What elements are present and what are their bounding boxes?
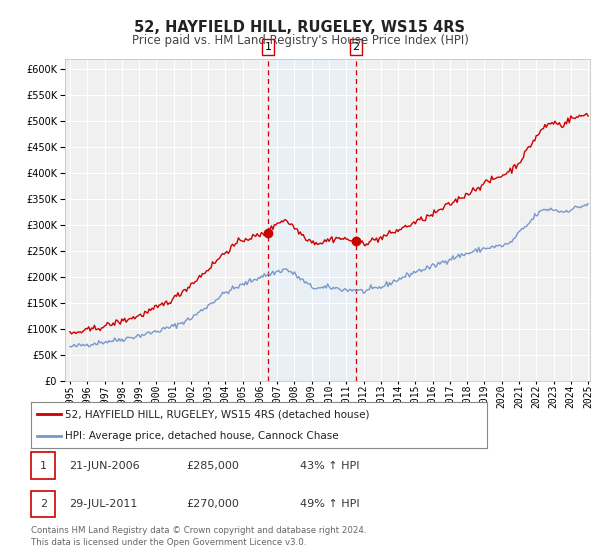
Text: 43% ↑ HPI: 43% ↑ HPI <box>300 461 359 471</box>
Text: Price paid vs. HM Land Registry's House Price Index (HPI): Price paid vs. HM Land Registry's House … <box>131 34 469 46</box>
Text: 49% ↑ HPI: 49% ↑ HPI <box>300 499 359 509</box>
Bar <box>268 59 356 381</box>
Text: £270,000: £270,000 <box>186 499 239 509</box>
Text: 2: 2 <box>40 499 47 509</box>
Text: 2: 2 <box>353 42 360 52</box>
Text: 1: 1 <box>265 42 272 52</box>
Text: 52, HAYFIELD HILL, RUGELEY, WS15 4RS: 52, HAYFIELD HILL, RUGELEY, WS15 4RS <box>134 20 466 35</box>
Text: 29-JUL-2011: 29-JUL-2011 <box>69 499 137 509</box>
Text: Contains HM Land Registry data © Crown copyright and database right 2024.
This d: Contains HM Land Registry data © Crown c… <box>31 526 367 547</box>
Text: HPI: Average price, detached house, Cannock Chase: HPI: Average price, detached house, Cann… <box>65 431 339 441</box>
Text: 1: 1 <box>40 461 47 471</box>
Text: 21-JUN-2006: 21-JUN-2006 <box>69 461 140 471</box>
Text: 52, HAYFIELD HILL, RUGELEY, WS15 4RS (detached house): 52, HAYFIELD HILL, RUGELEY, WS15 4RS (de… <box>65 409 370 419</box>
Text: £285,000: £285,000 <box>186 461 239 471</box>
